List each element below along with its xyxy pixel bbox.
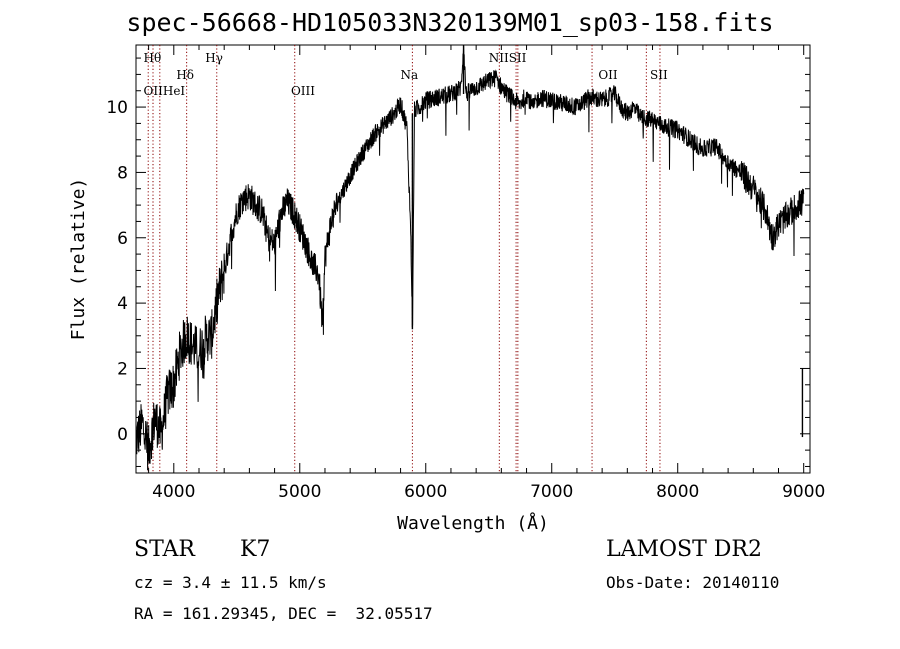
x-tick-label: 6000	[404, 482, 447, 502]
line-label: OIIHeI	[144, 84, 186, 98]
obs-date-label: Obs-Date: 20140110	[606, 573, 780, 592]
line-label: OII	[598, 68, 618, 82]
line-label: Hθ	[144, 51, 162, 65]
line-label: Hγ	[205, 51, 223, 65]
y-tick-label: 10	[106, 98, 128, 118]
x-tick-label: 9000	[782, 482, 825, 502]
y-axis-label: Flux (relative)	[68, 178, 89, 341]
coords-label: RA = 161.29345, DEC = 32.05517	[134, 604, 433, 623]
chart-title: spec-56668-HD105033N320139M01_sp03-158.f…	[126, 8, 774, 37]
x-tick-label: 7000	[530, 482, 573, 502]
object-type-label: STAR	[134, 537, 195, 562]
y-tick-label: 6	[117, 229, 128, 249]
x-axis-label: Wavelength (Å)	[397, 512, 549, 534]
x-tick-label: 5000	[278, 482, 321, 502]
x-tick-label: 8000	[656, 482, 699, 502]
y-tick-label: 4	[117, 294, 128, 314]
cz-label: cz = 3.4 ± 11.5 km/s	[134, 573, 327, 592]
line-label: SII	[650, 68, 668, 82]
line-label: OIII	[291, 84, 315, 98]
line-label: Na	[401, 68, 419, 82]
y-tick-label: 8	[117, 163, 128, 183]
line-label: Hδ	[176, 68, 194, 82]
y-tick-label: 0	[117, 425, 128, 445]
x-tick-label: 4000	[152, 482, 195, 502]
survey-label: LAMOST DR2	[606, 537, 762, 562]
line-label: NIISII	[489, 51, 527, 65]
plot-frame	[135, 44, 811, 474]
spectrum-line	[135, 45, 805, 471]
y-tick-label: 2	[117, 359, 128, 379]
subclass-label: K7	[240, 537, 271, 562]
